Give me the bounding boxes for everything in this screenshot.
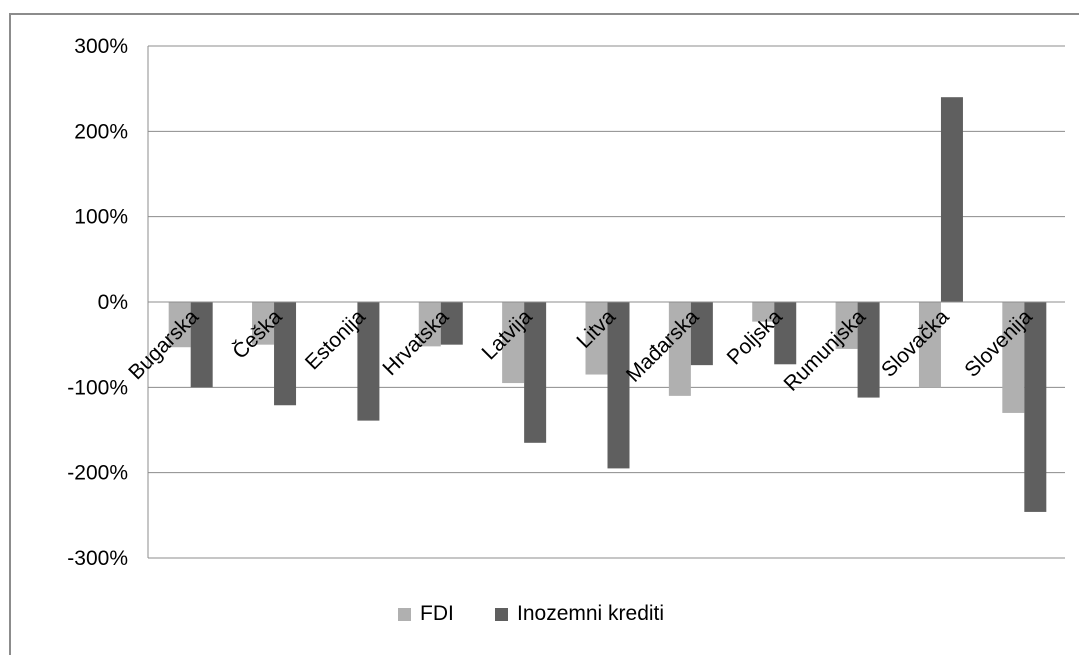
- bar-fdi: [168, 302, 191, 348]
- bar-fdi: [418, 302, 441, 347]
- bar-inozemni-krediti: [190, 302, 213, 388]
- legend-label: FDI: [420, 602, 454, 625]
- bar-inozemni-krediti: [940, 97, 963, 302]
- bar-inozemni-krediti: [524, 302, 547, 443]
- y-tick-label: 300%: [74, 35, 128, 58]
- legend-label: Inozemni krediti: [517, 602, 664, 625]
- y-tick-label: 100%: [74, 206, 128, 229]
- bar-fdi: [1002, 302, 1025, 413]
- bar-fdi: [252, 302, 275, 345]
- bar-fdi: [752, 302, 775, 322]
- x-tick-label: Slovačka: [877, 305, 954, 382]
- bar-fdi: [502, 302, 525, 384]
- bar-fdi: [835, 302, 858, 349]
- legend-swatch: [495, 608, 508, 621]
- bar-fdi: [668, 302, 691, 396]
- bar-inozemni-krediti: [607, 302, 630, 469]
- bar-inozemni-krediti: [774, 302, 797, 365]
- bar-inozemni-krediti: [440, 302, 463, 345]
- bar-inozemni-krediti: [357, 302, 380, 421]
- chart-frame: [9, 13, 1079, 655]
- y-tick-label: -100%: [67, 376, 128, 399]
- y-tick-label: 0%: [98, 291, 128, 314]
- bar-fdi: [918, 302, 941, 388]
- bar-inozemni-krediti: [1024, 302, 1047, 512]
- legend-swatch: [398, 608, 411, 621]
- bar-inozemni-krediti: [690, 302, 713, 366]
- y-tick-label: 200%: [74, 120, 128, 143]
- bar-inozemni-krediti: [857, 302, 880, 398]
- y-tick-label: -200%: [67, 462, 128, 485]
- bar-inozemni-krediti: [274, 302, 297, 406]
- bar-fdi: [585, 302, 608, 375]
- y-tick-label: -300%: [67, 547, 128, 570]
